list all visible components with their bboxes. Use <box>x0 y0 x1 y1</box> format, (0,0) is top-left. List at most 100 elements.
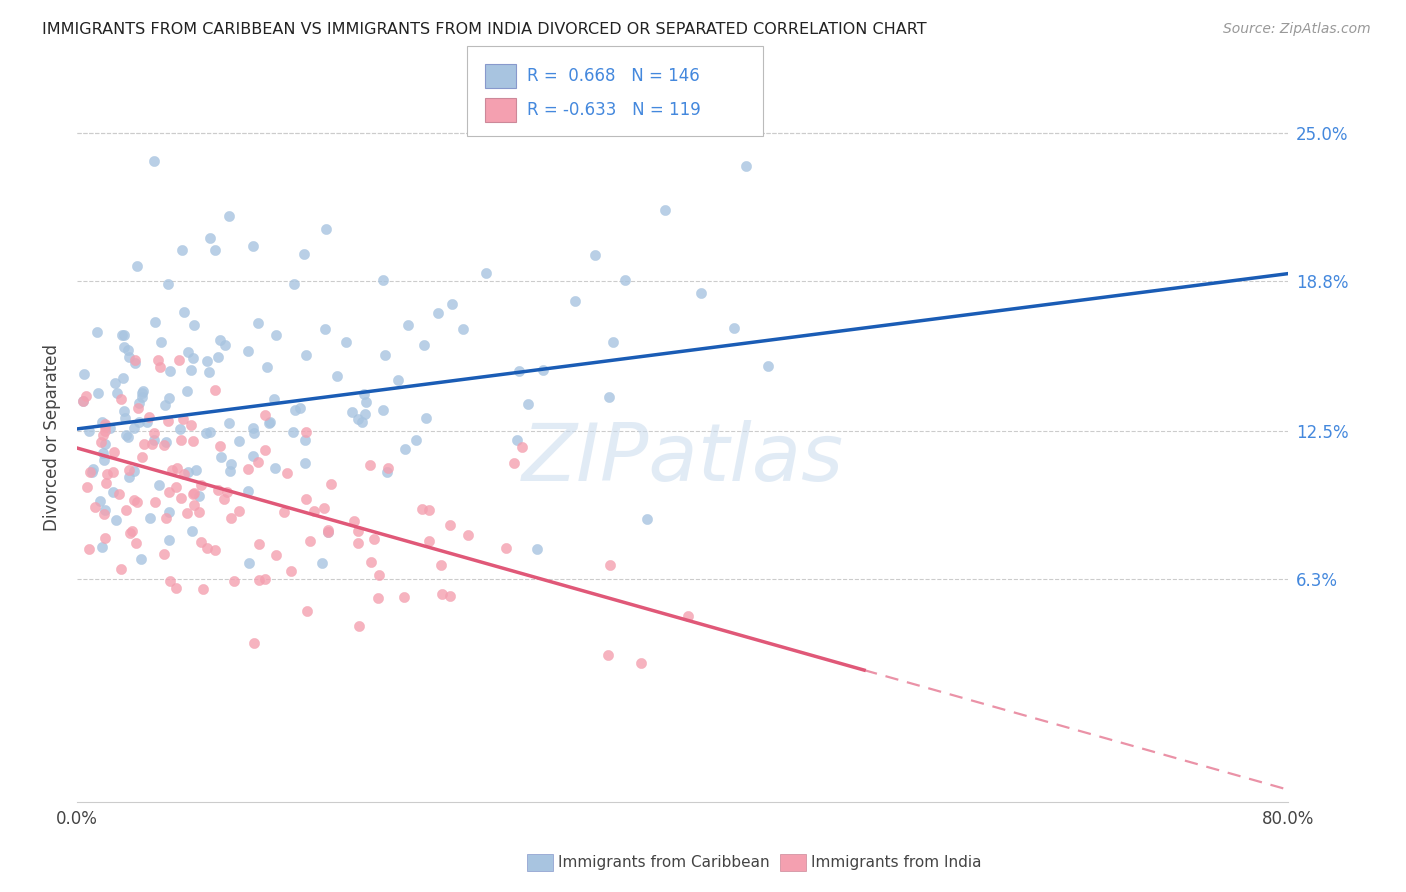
Point <box>94 424 117 438</box>
Point <box>104 376 127 390</box>
Point <box>209 450 232 465</box>
Point <box>177 465 200 479</box>
Point <box>90 540 112 554</box>
Point <box>86 325 108 339</box>
Point <box>139 511 162 525</box>
Point <box>173 467 195 481</box>
Point <box>80 465 103 479</box>
Point <box>295 425 318 439</box>
Point <box>105 385 128 400</box>
Point <box>359 458 381 472</box>
Point <box>316 523 339 537</box>
Point <box>319 477 342 491</box>
Point <box>377 461 399 475</box>
Point <box>132 384 155 398</box>
Point <box>125 535 148 549</box>
Point <box>72 393 94 408</box>
Point <box>156 414 179 428</box>
Point <box>219 457 242 471</box>
Point <box>439 589 461 603</box>
Point <box>148 352 170 367</box>
Point <box>190 477 212 491</box>
Point <box>340 405 363 419</box>
Point <box>82 461 104 475</box>
Point <box>247 574 270 588</box>
Point <box>247 317 270 331</box>
Point <box>387 373 409 387</box>
Point <box>93 507 115 521</box>
Point <box>90 434 112 449</box>
Point <box>110 392 132 406</box>
Point <box>111 371 134 385</box>
Point <box>405 434 427 448</box>
Point <box>526 542 548 557</box>
Point <box>614 272 637 286</box>
Point <box>290 401 312 415</box>
Point <box>195 353 218 368</box>
Point <box>124 356 146 370</box>
Point <box>280 564 302 578</box>
Point <box>209 439 232 453</box>
Point <box>315 222 337 236</box>
Point <box>360 555 382 569</box>
Point <box>157 485 180 500</box>
Point <box>152 437 174 451</box>
Point <box>131 390 153 404</box>
Point <box>218 416 240 430</box>
Point <box>374 348 396 362</box>
Point <box>94 417 117 431</box>
Point <box>394 590 416 604</box>
Point <box>347 524 370 539</box>
Point <box>101 484 124 499</box>
Point <box>264 327 287 342</box>
Point <box>127 401 149 415</box>
Point <box>131 385 153 400</box>
Point <box>112 404 135 418</box>
Point <box>294 433 316 447</box>
Point <box>439 518 461 533</box>
Point <box>155 510 177 524</box>
Point <box>183 498 205 512</box>
Point <box>124 352 146 367</box>
Point <box>87 386 110 401</box>
Point <box>690 286 713 301</box>
Point <box>411 501 433 516</box>
Point <box>475 266 498 280</box>
Point <box>418 533 440 548</box>
Point <box>180 418 202 433</box>
Point <box>181 487 204 501</box>
Point <box>254 408 277 422</box>
Point <box>295 348 318 362</box>
Point <box>394 442 416 456</box>
Text: IMMIGRANTS FROM CARIBBEAN VS IMMIGRANTS FROM INDIA DIVORCED OR SEPARATED CORRELA: IMMIGRANTS FROM CARIBBEAN VS IMMIGRANTS … <box>42 22 927 37</box>
Point <box>165 481 187 495</box>
Point <box>318 525 340 540</box>
Point <box>96 467 118 481</box>
Point <box>94 417 117 432</box>
Text: Source: ZipAtlas.com: Source: ZipAtlas.com <box>1223 22 1371 37</box>
Point <box>94 436 117 450</box>
Point <box>112 339 135 353</box>
Point <box>127 260 149 274</box>
Point <box>354 395 377 409</box>
Point <box>148 478 170 492</box>
Point <box>495 541 517 555</box>
Point <box>143 495 166 509</box>
Point <box>117 350 139 364</box>
Point <box>335 334 357 349</box>
Point <box>412 338 434 352</box>
Point <box>94 503 117 517</box>
Point <box>117 430 139 444</box>
Point <box>183 318 205 333</box>
Point <box>298 533 321 548</box>
Point <box>676 608 699 623</box>
Point <box>212 492 235 507</box>
Point <box>304 504 326 518</box>
Point <box>314 501 336 516</box>
Point <box>311 556 333 570</box>
Point <box>373 403 395 417</box>
Point <box>218 209 240 223</box>
Point <box>94 420 117 434</box>
Point <box>375 465 398 479</box>
Point <box>138 409 160 424</box>
